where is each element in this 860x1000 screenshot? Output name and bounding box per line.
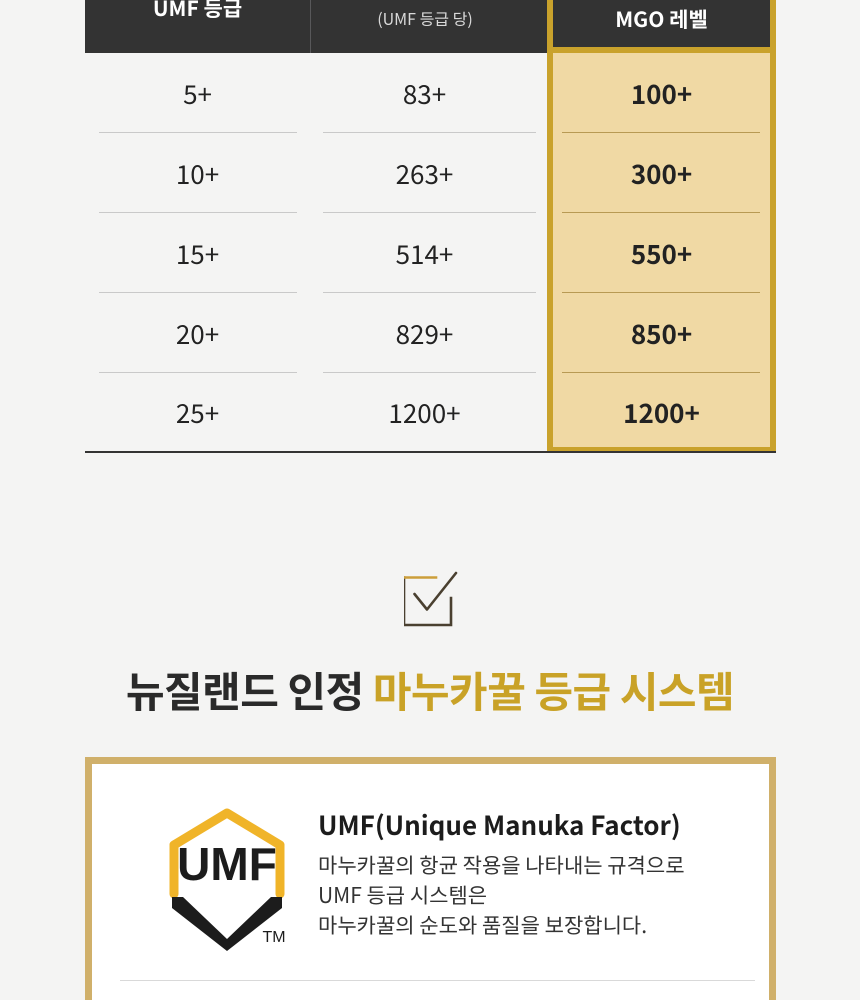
- svg-text:TM: TM: [262, 929, 285, 946]
- svg-text:UMF: UMF: [177, 838, 277, 890]
